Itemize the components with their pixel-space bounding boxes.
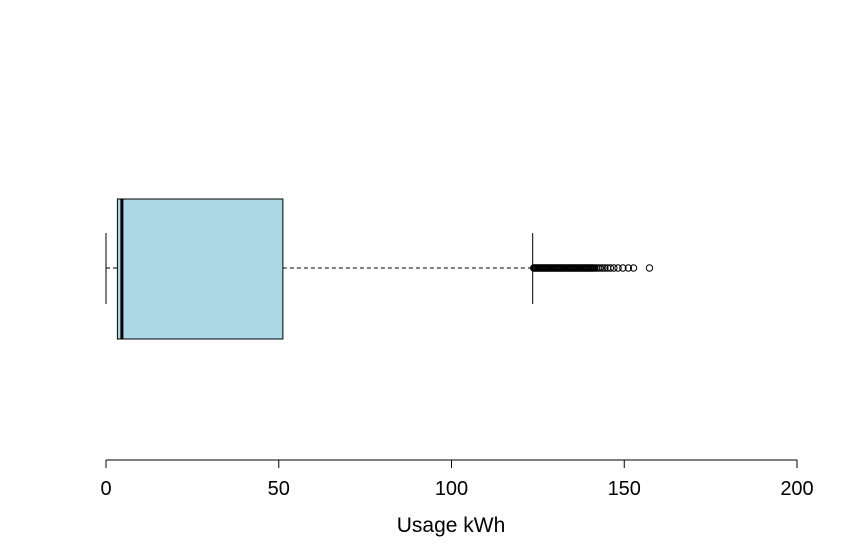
outlier-point (601, 264, 609, 272)
outlier-point (619, 264, 627, 272)
x-tick-label: 0 (100, 478, 111, 500)
x-axis: 0 50 100 150 200 (100, 459, 814, 500)
outlier-point (606, 264, 615, 272)
outlier-point (629, 264, 638, 272)
x-tick-label: 100 (435, 478, 468, 500)
plot-area (105, 198, 654, 340)
outlier-point (645, 264, 654, 272)
outlier-point (614, 264, 622, 272)
outlier-point (610, 264, 618, 272)
x-tick-label: 50 (268, 478, 290, 500)
outlier-point (596, 264, 605, 272)
x-tick-label: 150 (608, 478, 641, 500)
outlier-point (599, 264, 607, 272)
x-tick-label: 200 (780, 478, 813, 500)
outlier-point (624, 264, 633, 272)
iqr-box (116, 198, 284, 340)
x-axis-title: Usage kWh (397, 514, 506, 537)
